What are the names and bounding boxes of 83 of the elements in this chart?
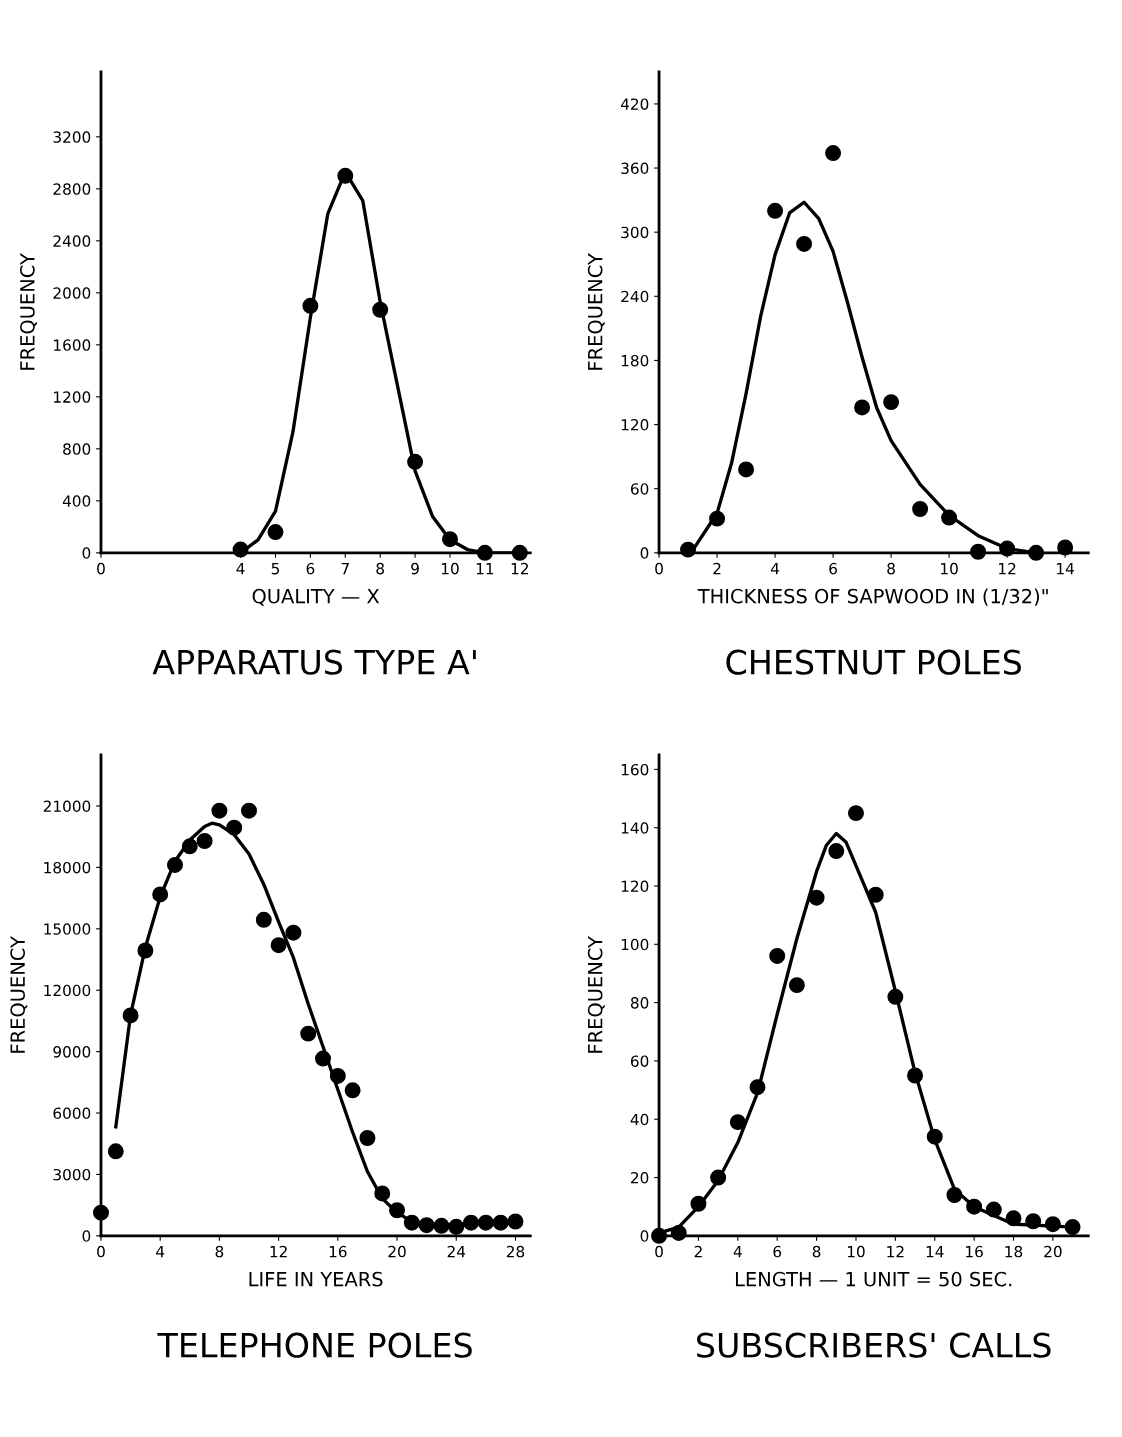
y-tick-label: 1600 <box>54 339 91 351</box>
x-tick-label: 2 <box>713 562 721 575</box>
x-axis-title: LIFE IN YEARS <box>249 1271 383 1287</box>
y-tick-label: 160 <box>621 763 649 776</box>
y-tick-label: 20 <box>631 1171 649 1184</box>
x-tick-label: 8 <box>887 562 895 575</box>
x-tick-label: 12 <box>511 562 528 575</box>
y-tick-label: 80 <box>630 997 649 1009</box>
text: APPARATUS TYPE A' <box>152 649 476 675</box>
x-tick-label: 0 <box>655 562 663 575</box>
x-tick-label: 12 <box>999 562 1016 575</box>
y-tick-label: 21000 <box>43 800 91 813</box>
text: TELEPHONE POLES <box>157 1332 472 1358</box>
y-axis-title: FREQUENCY <box>20 253 37 370</box>
y-tick-label: 2400 <box>53 235 91 247</box>
text: CHESTNUT POLES <box>726 649 1022 675</box>
x-tick-label: 24 <box>447 1245 466 1258</box>
x-tick-label: 5 <box>271 563 280 575</box>
y-tick-label: 180 <box>621 354 649 367</box>
text: SUBSCRIBERS' CALLS <box>697 1332 1051 1358</box>
y-tick-label: 60 <box>630 483 649 495</box>
x-tick-label: 6 <box>306 562 315 575</box>
x-tick-label: 0 <box>655 1245 663 1258</box>
x-tick-label: 6 <box>829 562 837 575</box>
x-tick-label: 28 <box>506 1245 525 1258</box>
x-tick-label: 8 <box>215 1245 224 1258</box>
y-tick-label: 100 <box>621 938 649 951</box>
y-tick-label: 420 <box>620 98 649 110</box>
y-tick-label: 0 <box>640 1230 649 1242</box>
y-tick-label: 2000 <box>53 287 91 299</box>
x-axis-title: THICKNESS OF SAPWOOD IN (1/32)" <box>697 588 1048 606</box>
y-tick-label: 120 <box>621 419 649 431</box>
x-tick-label: 14 <box>926 1246 944 1258</box>
x-tick-label: 4 <box>156 1246 165 1258</box>
y-tick-label: 140 <box>621 822 649 834</box>
y-tick-label: 9000 <box>53 1046 91 1058</box>
x-tick-label: 4 <box>770 563 780 575</box>
y-tick-label: 12000 <box>44 984 91 997</box>
y-tick-label: 3200 <box>53 131 91 143</box>
y-axis-title: FREQUENCY <box>587 253 605 370</box>
x-tick-label: 6 <box>773 1245 782 1258</box>
y-tick-label: 40 <box>630 1113 649 1126</box>
y-tick-label: 360 <box>621 162 649 175</box>
y-tick-label: 18000 <box>44 861 91 874</box>
x-tick-label: 8 <box>376 562 385 575</box>
y-tick-label: 6000 <box>53 1107 91 1120</box>
x-tick-label: 10 <box>441 562 459 575</box>
x-tick-label: 12 <box>270 1245 287 1258</box>
y-axis-title: FREQUENCY <box>10 936 28 1053</box>
x-tick-label: 16 <box>966 1245 983 1258</box>
y-tick-label: 60 <box>630 1055 649 1067</box>
x-tick-label: 2 <box>694 1245 702 1258</box>
y-tick-label: 15000 <box>44 923 91 935</box>
y-tick-label: 240 <box>621 290 649 303</box>
y-tick-label: 300 <box>621 226 649 239</box>
x-tick-label: 0 <box>97 562 105 575</box>
x-tick-label: 12 <box>887 1245 904 1258</box>
x-tick-label: 4 <box>236 563 245 575</box>
y-tick-label: 3000 <box>53 1168 91 1181</box>
x-axis-title: LENGTH — 1 UNIT = 50 SEC. <box>735 1271 1012 1287</box>
y-tick-label: 0 <box>640 547 649 559</box>
y-tick-label: 0 <box>82 547 91 559</box>
y-tick-label: 0 <box>82 1230 91 1242</box>
x-tick-label: 11 <box>476 563 494 575</box>
x-tick-label: 20 <box>1044 1245 1062 1258</box>
y-tick-label: 800 <box>63 443 91 455</box>
x-tick-label: 4 <box>733 1246 742 1258</box>
x-tick-label: 18 <box>1005 1245 1023 1258</box>
x-tick-label: 8 <box>812 1245 821 1258</box>
x-tick-label: 0 <box>97 1245 105 1258</box>
y-tick-label: 400 <box>62 495 91 507</box>
x-tick-label: 7 <box>341 563 349 575</box>
x-tick-label: 10 <box>847 1245 865 1258</box>
y-tick-label: 120 <box>621 880 649 893</box>
y-tick-label: 1200 <box>54 391 91 403</box>
x-axis-title: QUALITY — X <box>252 588 380 606</box>
x-tick-label: 16 <box>329 1245 347 1258</box>
y-axis-title: FREQUENCY <box>587 936 605 1053</box>
x-tick-label: 10 <box>941 562 958 575</box>
x-tick-label: 14 <box>1057 563 1074 575</box>
y-tick-label: 2800 <box>53 183 91 195</box>
x-tick-label: 9 <box>411 562 419 575</box>
x-tick-label: 20 <box>388 1245 406 1258</box>
